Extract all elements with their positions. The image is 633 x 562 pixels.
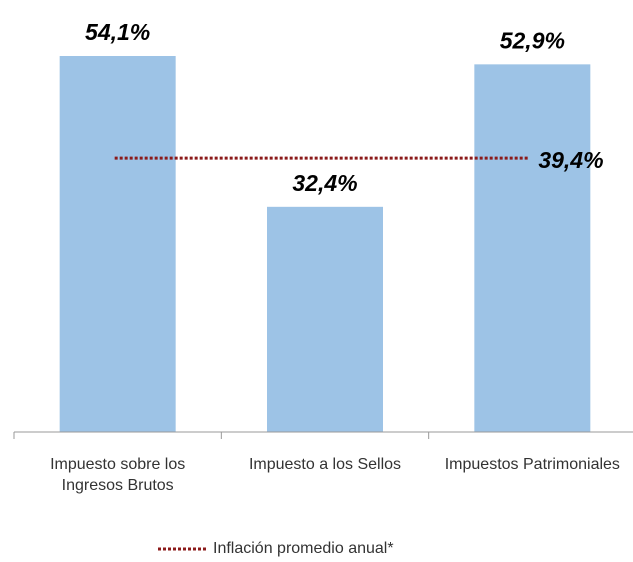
x-tick-label: Impuesto sobre los Ingresos Brutos: [50, 456, 186, 494]
bar: [474, 64, 591, 432]
bar: [267, 206, 383, 432]
bar: [59, 56, 176, 432]
x-tick-label: Impuestos Patrimoniales: [444, 456, 620, 473]
x-tick-label: Impuesto a los Sellos: [248, 456, 402, 473]
legend-label: Inflación promedio anual*: [213, 540, 394, 557]
value-label: 52,9%: [500, 27, 565, 53]
value-label: 32,4%: [292, 170, 357, 196]
value-label: 54,1%: [85, 19, 150, 45]
line-value-label: 39,4%: [538, 147, 603, 173]
